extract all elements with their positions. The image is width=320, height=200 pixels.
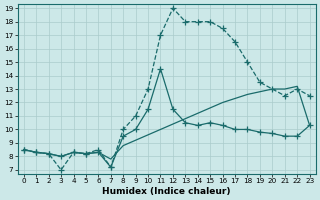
X-axis label: Humidex (Indice chaleur): Humidex (Indice chaleur) <box>102 187 231 196</box>
